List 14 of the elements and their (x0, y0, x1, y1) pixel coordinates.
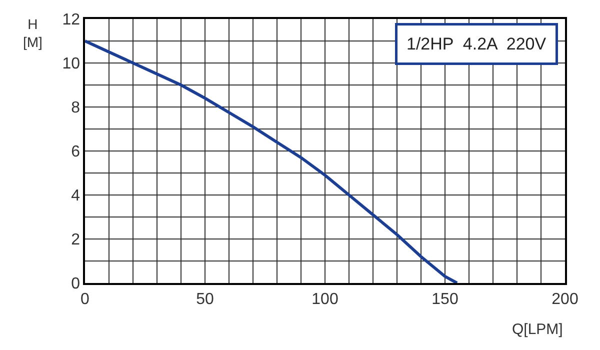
y-axis-title: H [M] (23, 16, 42, 50)
x-tick-label: 100 (312, 290, 338, 308)
x-tick-label: 50 (196, 290, 214, 308)
y-tick-label: 0 (71, 276, 80, 293)
y-tick-label: 6 (71, 144, 80, 161)
y-tick-label: 8 (71, 100, 80, 117)
y-tick-label: 10 (62, 56, 80, 73)
x-axis-title: Q[LPM] (512, 321, 563, 338)
y-tick-label: 2 (71, 232, 80, 249)
x-tick-label: 200 (552, 290, 578, 308)
x-tick-label: 150 (432, 290, 458, 308)
y-tick-label: 12 (62, 12, 80, 29)
annotation: 1/2HP 4.2A 220V (406, 34, 547, 54)
y-tick-label: 4 (71, 188, 80, 205)
